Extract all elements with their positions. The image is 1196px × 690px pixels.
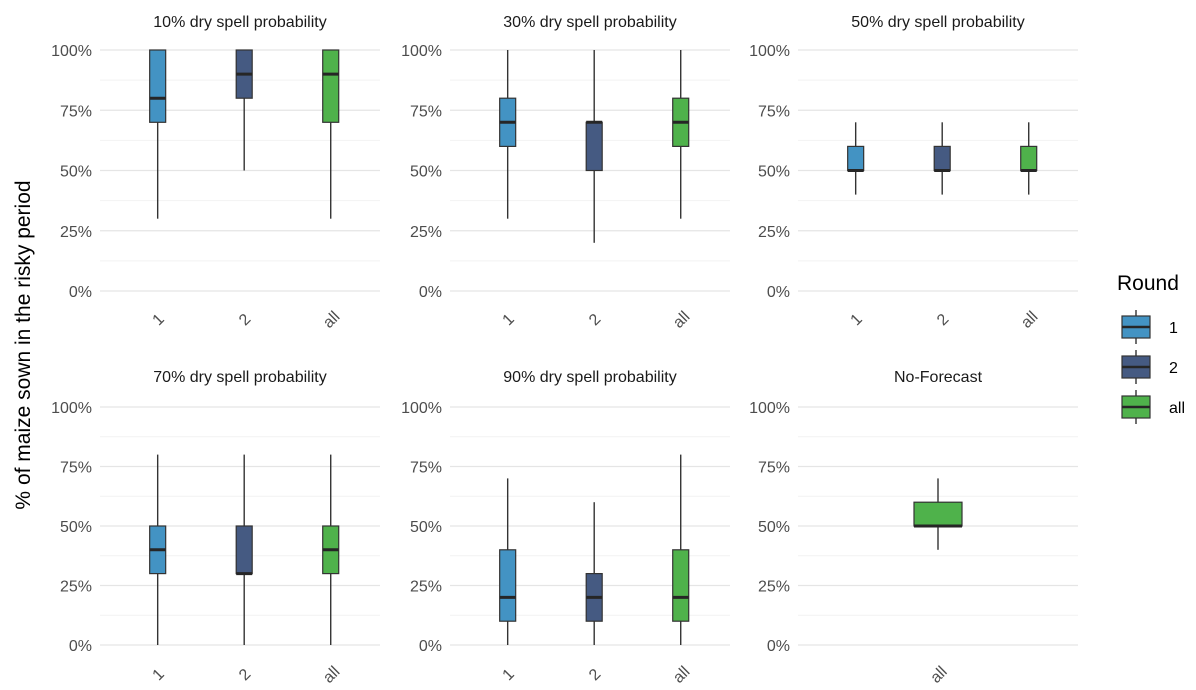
panel-title: 10% dry spell probability [153,14,326,31]
panel-title: 70% dry spell probability [153,369,326,386]
legend: Round 1 2 all [1117,272,1185,424]
box-all: all [1018,122,1041,332]
x-tick-label: 1 [848,311,866,329]
facet-panel: 70% dry spell probability 0% 25% 50% 75% 100%… [51,369,380,687]
facet-panel: 50% dry spell probability 0% 25% 50% 75% 100%… [749,14,1078,332]
box-1: 1 [149,49,168,329]
y-tick-label: 0% [767,638,790,655]
y-tick-label: 0% [419,284,442,301]
y-tick-label: 75% [60,460,92,477]
box-all: all [670,50,693,332]
box-1: 1 [499,50,518,329]
box-1: 1 [847,122,866,329]
legend-title: Round [1117,272,1179,295]
y-tick-label: 100% [401,400,442,417]
x-tick-label: 1 [150,666,168,684]
box-body [585,121,603,172]
box-all: all [913,478,963,687]
panel-title: 50% dry spell probability [851,14,1024,31]
y-tick-label: 25% [410,579,442,596]
y-tick-label: 100% [749,43,790,60]
y-tick-label: 50% [60,164,92,181]
x-tick-label: all [927,663,950,686]
x-tick-label: 1 [150,311,168,329]
y-tick-label: 100% [51,43,92,60]
facet-panel: No-Forecast 0% 25% 50% 75% 100% all [749,369,1078,687]
y-tick-label: 0% [69,284,92,301]
legend-item: all [1121,390,1185,424]
y-tick-label: 75% [758,460,790,477]
box-body [499,549,517,622]
x-tick-label: 1 [500,666,518,684]
y-tick-label: 50% [758,519,790,536]
facet-panel: 10% dry spell probability 0% 25% 50% 75% 100%… [51,14,380,332]
y-tick-label: 100% [401,43,442,60]
x-tick-label: 2 [586,311,604,329]
box-2: 2 [235,49,254,329]
y-tick-label: 0% [419,638,442,655]
y-tick-label: 50% [758,164,790,181]
y-tick-label: 25% [410,224,442,241]
box-body [235,525,253,575]
y-tick-label: 25% [758,579,790,596]
legend-item: 1 [1121,310,1178,344]
box-body [322,49,340,123]
legend-label: 2 [1169,360,1178,377]
box-all: all [670,454,693,687]
box-1: 1 [149,454,168,684]
x-tick-label: all [320,308,343,331]
y-tick-label: 50% [410,519,442,536]
box-2: 2 [585,502,604,684]
x-tick-label: 1 [500,311,518,329]
x-tick-label: 2 [236,311,254,329]
x-tick-label: 2 [586,666,604,684]
panel-title: No-Forecast [894,369,983,386]
x-tick-label: all [320,663,343,686]
box-body [847,145,865,172]
y-tick-label: 50% [410,164,442,181]
facet-panel: 90% dry spell probability 0% 25% 50% 75% 100%… [401,369,730,687]
box-body [672,549,690,622]
box-2: 2 [585,50,604,329]
y-tick-label: 0% [69,638,92,655]
facet-panel: 30% dry spell probability 0% 25% 50% 75% 100%… [401,14,730,332]
box-body [149,49,167,123]
box-all: all [320,454,343,687]
y-tick-label: 75% [410,460,442,477]
legend-label: all [1169,400,1185,417]
facet-panels: 10% dry spell probability 0% 25% 50% 75% 100%… [51,14,1078,687]
y-axis-title: % of maize sown in the risky period [12,180,35,509]
panel-title: 30% dry spell probability [503,14,676,31]
x-tick-label: 2 [934,311,952,329]
y-tick-label: 75% [410,103,442,120]
box-2: 2 [933,122,952,329]
y-tick-label: 50% [60,519,92,536]
y-tick-label: 100% [749,400,790,417]
box-1: 1 [499,478,518,684]
y-tick-label: 25% [758,224,790,241]
y-tick-label: 100% [51,400,92,417]
x-tick-label: 2 [236,666,254,684]
box-body [913,501,963,527]
box-body [1020,145,1038,172]
y-tick-label: 75% [758,103,790,120]
x-tick-label: all [670,663,693,686]
box-2: 2 [235,454,254,684]
y-tick-label: 75% [60,103,92,120]
y-tick-label: 25% [60,579,92,596]
legend-item: 2 [1121,350,1178,384]
box-body [933,145,951,172]
x-tick-label: all [670,308,693,331]
box-all: all [320,49,343,332]
y-tick-label: 0% [767,284,790,301]
x-tick-label: all [1018,308,1041,331]
panel-title: 90% dry spell probability [503,369,676,386]
legend-label: 1 [1169,320,1178,337]
y-tick-label: 25% [60,224,92,241]
